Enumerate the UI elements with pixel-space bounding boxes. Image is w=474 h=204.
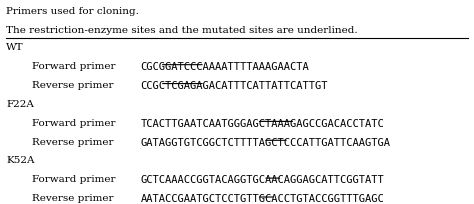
Text: Forward primer: Forward primer	[32, 118, 116, 127]
Text: TCACTTGAATCAATGGGAGCTAAAGAGCCGACACCTATC: TCACTTGAATCAATGGGAGCTAAAGAGCCGACACCTATC	[140, 118, 384, 128]
Text: Forward primer: Forward primer	[32, 62, 116, 71]
Text: AATACCGAATGCTCCTGTTGCACCTGTACCGGTTTGAGC: AATACCGAATGCTCCTGTTGCACCTGTACCGGTTTGAGC	[140, 193, 384, 203]
Text: The restriction-enzyme sites and the mutated sites are underlined.: The restriction-enzyme sites and the mut…	[6, 26, 358, 35]
Text: F22A: F22A	[6, 99, 34, 108]
Text: Forward primer: Forward primer	[32, 174, 116, 183]
Text: K52A: K52A	[6, 156, 35, 165]
Text: GCTCAAACCGGTACAGGTGCAACAGGAGCATTCGGTATT: GCTCAAACCGGTACAGGTGCAACAGGAGCATTCGGTATT	[140, 174, 384, 184]
Text: Primers used for cloning.: Primers used for cloning.	[6, 7, 139, 16]
Text: GATAGGTGTCGGCTCTTTTAGCTCCCATTGATTCAAGTGA: GATAGGTGTCGGCTCTTTTAGCTCCCATTGATTCAAGTGA	[140, 137, 391, 147]
Text: WT: WT	[6, 43, 24, 52]
Text: Reverse primer: Reverse primer	[32, 193, 113, 202]
Text: Reverse primer: Reverse primer	[32, 80, 113, 89]
Text: CGCGGATCCCAAAATTTTAAAGAACTA: CGCGGATCCCAAAATTTTAAAGAACTA	[140, 62, 309, 72]
Text: CCGCTCGAGAGACATTTCATTATTCATTGT: CCGCTCGAGAGACATTTCATTATTCATTGT	[140, 80, 328, 90]
Text: Reverse primer: Reverse primer	[32, 137, 113, 146]
